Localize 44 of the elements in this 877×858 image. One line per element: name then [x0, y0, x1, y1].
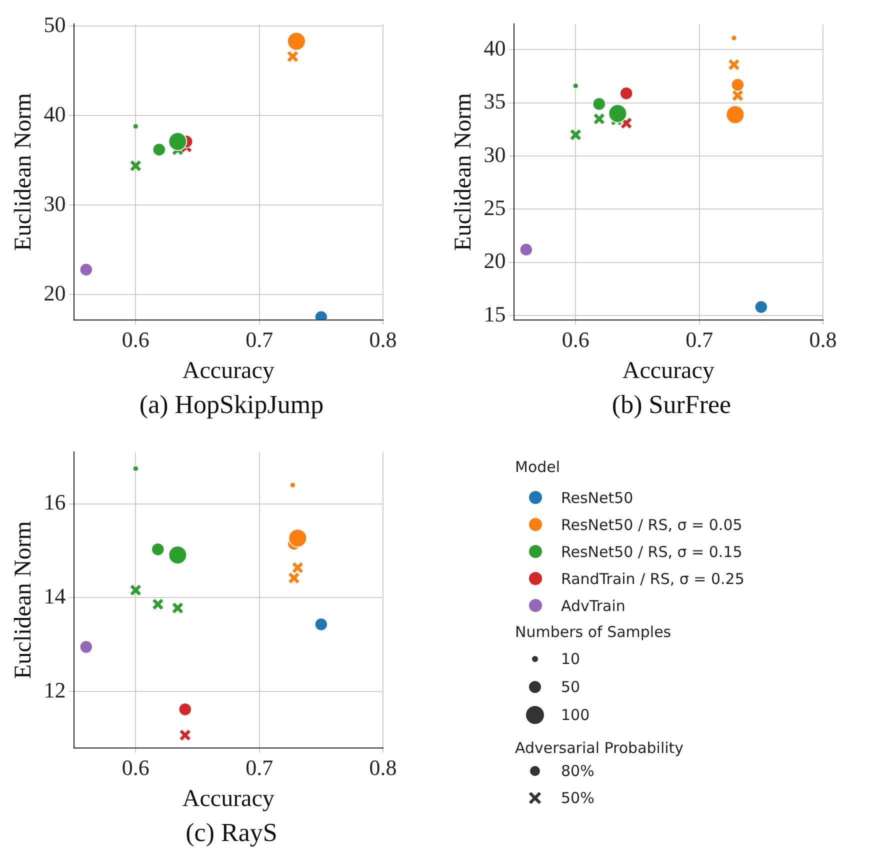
text: (c) RayS	[184, 818, 278, 848]
text: 80%	[561, 762, 594, 780]
legend-title: Model	[515, 458, 562, 478]
y-axis-title: Euclidean Norm	[10, 92, 37, 251]
text: Numbers of Samples	[515, 622, 672, 643]
y-tick-label: 14	[44, 583, 66, 608]
x-tick-label: 0.8	[369, 754, 397, 780]
y-tick-label: 40	[484, 36, 506, 60]
text: Adversarial Probability	[515, 738, 685, 757]
y-tick-label: 15	[484, 301, 506, 326]
y-axis-title: Euclidean Norm	[10, 520, 37, 679]
x-axis-title: Accuracy	[182, 358, 274, 384]
legend-label: AdvTrain	[561, 596, 626, 614]
x-axis-title: Accuracy	[182, 786, 274, 812]
legend-label: ResNet50 / RS, σ = 0.05	[561, 516, 742, 534]
legend-label: ResNet50	[561, 488, 634, 506]
y-tick-label: 30	[484, 142, 506, 167]
legend-label: RandTrain / RS, σ = 0.25	[561, 570, 744, 588]
y-tick-label: 20	[484, 248, 506, 274]
x-tick-label: 0.7	[246, 326, 274, 352]
y-tick-label: 20	[44, 280, 66, 306]
y-tick-label: 35	[484, 88, 506, 114]
x-tick-label: 0.7	[246, 754, 274, 780]
x-tick-label: 0.8	[809, 326, 837, 352]
x-axis-title: Accuracy	[622, 358, 714, 384]
y-tick-label: 12	[44, 677, 66, 702]
legend-label: ResNet50 / RS, σ = 0.15	[561, 542, 742, 560]
legend-label: 50	[561, 678, 580, 696]
text: 50%	[561, 788, 594, 806]
y-tick-label: 30	[44, 190, 66, 216]
text: (a) HopSkipJump	[138, 390, 325, 420]
y-tick-label: 50	[44, 12, 66, 37]
y-axis-title: Euclidean Norm	[450, 92, 477, 251]
y-tick-label: 40	[44, 101, 66, 126]
legend-label: 100	[561, 706, 590, 724]
x-tick-label: 0.8	[369, 326, 397, 352]
x-tick-label: 0.7	[686, 326, 714, 352]
y-tick-label: 25	[484, 194, 506, 220]
x-tick-label: 0.6	[562, 326, 590, 352]
x-tick-label: 0.6	[122, 326, 150, 352]
text: (b) SurFree	[610, 390, 732, 420]
x-tick-label: 0.6	[122, 754, 150, 780]
legend-label: 10	[561, 650, 580, 668]
y-tick-label: 16	[44, 490, 66, 515]
